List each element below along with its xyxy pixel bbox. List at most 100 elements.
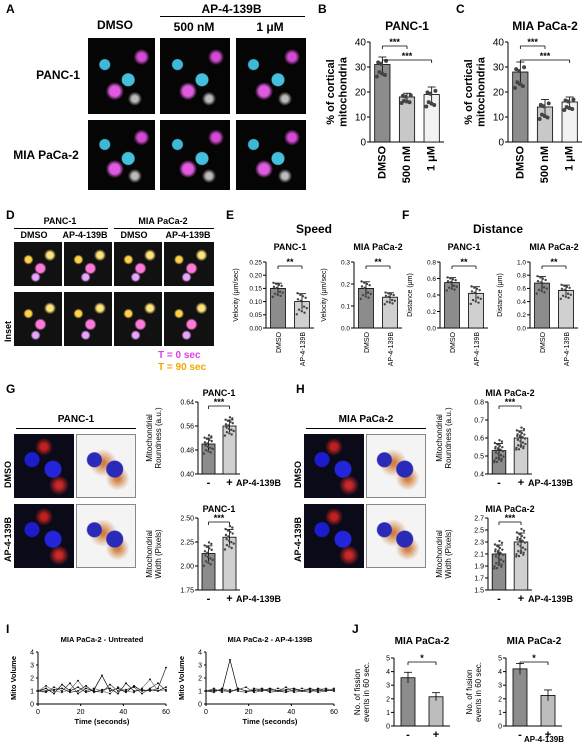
y-tick-label: 2.7 (474, 515, 484, 522)
y-tick-label: 1 (386, 710, 390, 717)
data-point (93, 690, 95, 692)
data-point (300, 310, 303, 313)
data-point (433, 88, 438, 93)
data-point (493, 565, 496, 568)
data-point (227, 424, 230, 427)
y-tick-label: 20 (493, 88, 505, 99)
data-point (333, 687, 335, 690)
data-point (204, 560, 208, 563)
x-tick-label: 40 (287, 709, 295, 716)
data-point (125, 691, 127, 694)
chart-c: MIA PaCa-2 % of cortical mitochondria 0 10 20… (463, 19, 582, 183)
data-point (221, 687, 223, 690)
data-point (518, 434, 522, 437)
data-point (230, 546, 233, 550)
data-point (500, 563, 503, 566)
sig-label: *** (527, 37, 538, 47)
data-point (566, 292, 570, 295)
data-point (141, 687, 143, 690)
data-point (61, 691, 63, 694)
data-point (519, 549, 523, 553)
data-point (317, 687, 319, 690)
data-point (515, 446, 518, 450)
data-point (231, 532, 234, 535)
y-tick-label: 0.7 (474, 417, 484, 424)
data-point (109, 683, 111, 686)
data-point (53, 686, 55, 688)
y-axis-label: Velocity (μm/sec) (233, 268, 240, 321)
data-point (325, 690, 327, 692)
data-point (473, 291, 476, 294)
y-tick-label: 0 (498, 723, 502, 730)
data-point (227, 539, 231, 542)
data-point (296, 292, 299, 295)
data-point (571, 97, 576, 102)
data-point (203, 441, 207, 444)
chart-title: MIA PaCa-2 (529, 242, 578, 252)
data-point (494, 555, 498, 558)
y-tick-label: 40 (493, 38, 505, 49)
chart-title: PANC-1 (274, 242, 307, 252)
h-image-dmso-seg (366, 434, 426, 498)
y-tick-label: 2 (198, 676, 202, 683)
d-legend-t90: T = 90 sec (158, 362, 207, 373)
x-tick-label: DMSO (276, 331, 283, 353)
data-point (522, 445, 525, 448)
data-point (515, 80, 520, 85)
chart-title: MIA PaCa-2 (395, 636, 450, 647)
chart-b: PANC-1 % of cortical mitochondria 0 10 20 30 40… (325, 19, 444, 183)
data-point (536, 280, 540, 283)
y-tick-label: 0.0 (341, 325, 350, 332)
data-point (45, 691, 47, 694)
data-point (206, 445, 210, 448)
x-tick-label: + (545, 729, 551, 741)
y-tick-label: 0 (198, 702, 202, 709)
data-point (229, 688, 231, 691)
data-point (564, 295, 567, 299)
data-point (157, 687, 159, 690)
data-point (497, 452, 500, 456)
data-point (402, 98, 407, 103)
data-point (133, 691, 135, 694)
data-point (470, 285, 473, 288)
data-point (497, 556, 500, 560)
data-point (317, 690, 319, 692)
data-point (540, 112, 545, 117)
data-point (210, 435, 213, 438)
data-point (518, 533, 521, 536)
data-point (37, 690, 39, 692)
chart-g2: PANC-1 Mitochondrial Width (Pixels) 1.75 2.0… (145, 504, 282, 605)
data-point (213, 687, 215, 690)
data-point (117, 690, 119, 692)
panel-label-j: J (352, 622, 359, 636)
data-point (224, 533, 228, 537)
data-point (221, 691, 223, 694)
g-row-dmso: DMSO (3, 461, 13, 488)
data-point (101, 691, 103, 694)
y-axis-label: Velocity (μm/sec) (321, 268, 328, 321)
data-point (389, 293, 393, 296)
data-point (141, 688, 143, 691)
panel-label-f: F (402, 208, 410, 222)
data-point (69, 688, 71, 691)
data-point (149, 690, 151, 692)
data-point (228, 416, 232, 419)
data-point (141, 692, 143, 695)
data-point (449, 280, 452, 284)
data-point (377, 70, 382, 75)
data-point (452, 284, 456, 287)
data-point (376, 60, 381, 65)
data-point (45, 687, 47, 690)
data-point (501, 548, 504, 551)
data-point (521, 435, 524, 439)
data-point (309, 687, 311, 690)
data-point (567, 296, 570, 300)
col-header-rule (160, 16, 305, 17)
data-point (499, 558, 503, 561)
d-group-panc1: PANC-1 (43, 216, 77, 226)
data-point (498, 439, 501, 442)
d-inset-2 (64, 292, 112, 346)
data-point (117, 686, 119, 688)
data-point (77, 686, 79, 688)
x-tick-label: DMSO (514, 146, 526, 179)
